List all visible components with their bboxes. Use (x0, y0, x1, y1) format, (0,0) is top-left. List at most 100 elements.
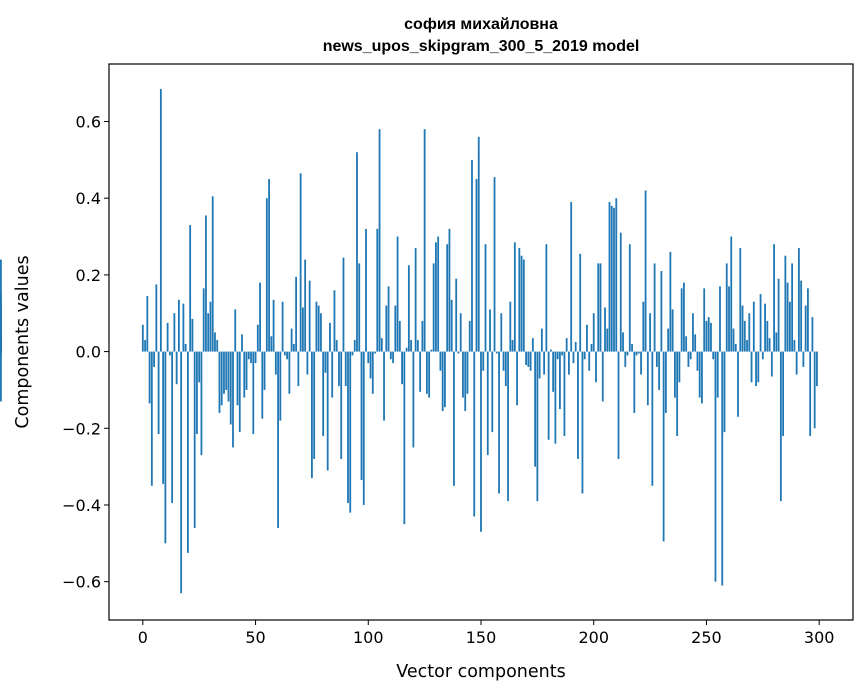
bar (527, 351, 530, 367)
bar (795, 351, 798, 375)
bar (220, 351, 223, 406)
x-tick-label: 250 (691, 628, 722, 647)
bar (324, 351, 327, 373)
bar (202, 288, 205, 352)
bar (816, 351, 818, 387)
bar (261, 351, 264, 419)
bar (182, 303, 185, 352)
bar (660, 271, 663, 352)
bar (423, 129, 426, 352)
bar (173, 313, 176, 352)
bar (595, 351, 597, 383)
bar (333, 290, 336, 352)
bar (480, 351, 482, 532)
bar (254, 351, 257, 364)
bar (471, 159, 473, 352)
bar (809, 351, 812, 436)
bar (673, 351, 676, 398)
bar (196, 351, 198, 435)
bar (189, 225, 192, 352)
bar (635, 351, 638, 356)
bar (453, 351, 455, 486)
bar (773, 244, 775, 352)
bar (752, 301, 755, 352)
bar (491, 351, 494, 433)
bar (466, 351, 469, 394)
bar (351, 351, 354, 356)
bar (322, 351, 325, 436)
x-axis: 0 50 100 150 200 250 300 (138, 620, 834, 647)
bar (642, 301, 645, 352)
bar (698, 351, 701, 398)
bar (498, 351, 500, 494)
bar (608, 202, 611, 352)
bar (320, 313, 322, 352)
bar (743, 320, 746, 352)
bar (292, 343, 295, 352)
bar (464, 351, 467, 412)
bar (504, 351, 507, 387)
bar (529, 351, 532, 371)
bar (259, 282, 261, 352)
bar (570, 202, 573, 352)
bar (272, 299, 275, 352)
bar (540, 328, 543, 352)
bar (511, 340, 514, 352)
bar (782, 351, 785, 436)
bar (786, 282, 789, 352)
bar (522, 259, 525, 352)
bar (155, 284, 158, 352)
bar (813, 351, 816, 429)
bar (624, 351, 627, 367)
bar (655, 351, 658, 367)
bar (317, 305, 320, 352)
bar (421, 320, 424, 352)
bar (723, 351, 726, 433)
bar (435, 242, 437, 352)
bar (164, 351, 167, 544)
bar (741, 305, 744, 352)
bar (775, 332, 778, 352)
bar (405, 347, 408, 352)
bar (446, 244, 449, 352)
y-tick-label: −0.6 (62, 573, 101, 592)
bar (200, 351, 203, 456)
bar (394, 305, 397, 352)
bar (554, 351, 557, 444)
plot-frame (108, 63, 854, 621)
bar (513, 242, 516, 352)
y-tick-label: 0.4 (76, 189, 101, 208)
bar (689, 351, 692, 360)
x-axis-label: Vector components (396, 662, 565, 682)
bar (588, 351, 591, 371)
bar (493, 177, 496, 352)
bar (732, 328, 735, 352)
bar (500, 313, 503, 352)
bar (811, 317, 814, 352)
bar (286, 351, 289, 360)
bar (387, 286, 390, 352)
bar (365, 228, 367, 352)
bar (353, 340, 356, 352)
bar (209, 301, 212, 352)
bar (525, 351, 527, 366)
bar (788, 301, 791, 352)
bar (701, 351, 703, 404)
bar (331, 351, 334, 398)
bar (419, 351, 422, 392)
bar (358, 263, 361, 352)
bar (243, 351, 246, 398)
bar (162, 351, 165, 484)
bar (680, 288, 683, 352)
bar (207, 313, 210, 352)
bar (687, 351, 690, 367)
bar (360, 351, 363, 481)
bar (728, 286, 730, 352)
bar (561, 351, 564, 356)
bar (725, 263, 728, 352)
x-tick-label: 50 (245, 628, 265, 647)
bar (175, 351, 178, 385)
bar (0, 351, 2, 402)
bar (563, 351, 566, 436)
